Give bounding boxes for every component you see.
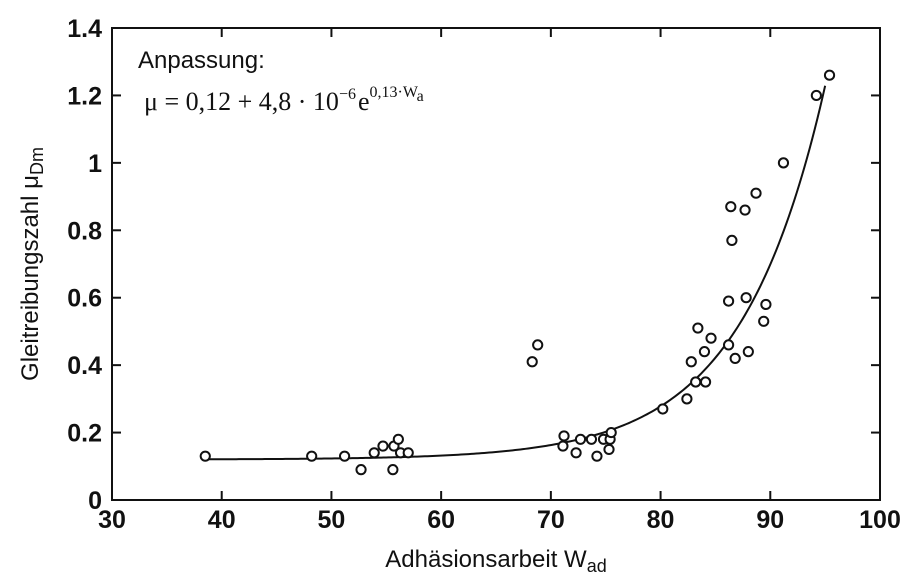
data-point [777,157,790,169]
data-point [699,376,712,388]
data-point [387,464,399,476]
data-point [605,426,617,439]
y-tick-label: 0.4 [67,352,102,380]
data-point [823,69,836,81]
x-axis-title-main: Adhäsionsarbeit W [385,546,587,573]
data-point [742,346,754,358]
data-point [740,292,752,304]
formula-main: μ = 0,12 + 4,8 · 10 [144,87,339,116]
data-point [355,464,367,476]
data-point [758,315,770,327]
data-point [725,201,737,213]
data-point [760,298,772,311]
data-point [722,295,735,307]
y-axis-title-subscript: Dm [27,147,47,175]
x-tick-label: 100 [859,506,901,534]
formula-exponent-1: −6 [339,86,356,103]
data-point [532,339,544,351]
y-tick-label: 0 [88,487,102,515]
y-tick-label: 0.8 [67,217,102,245]
x-tick-label: 70 [537,506,565,534]
data-point [603,443,615,456]
y-tick-label: 1.2 [67,82,102,110]
data-point [698,346,711,358]
data-point [570,447,582,459]
y-tick-label: 0.2 [67,420,102,448]
data-point [526,356,538,368]
data-point [657,403,669,415]
data-point [685,356,697,368]
data-point [338,450,351,462]
x-axis-title-subscript: ad [587,556,607,576]
data-point [557,440,569,452]
data-point [705,332,717,344]
data-point [810,89,822,102]
formula-e: e [358,87,370,116]
data-point [306,450,318,462]
data-point [558,430,570,442]
data-point [199,450,211,462]
fit-annotation-formula: μ = 0,12 + 4,8 · 10−6e0,13·Wa [144,84,424,116]
data-point [681,393,693,405]
y-tick-label: 0.6 [67,285,102,313]
data-point [722,339,735,351]
y-axis-title: Gleitreibungszahl μDm [17,147,47,381]
formula-exponent-2-subscript: a [417,88,424,105]
data-point [690,376,702,388]
data-point [729,352,741,364]
x-tick-label: 40 [208,506,236,534]
data-point [402,447,414,459]
data-point [726,234,738,246]
data-point [739,204,751,216]
x-tick-label: 30 [98,506,126,534]
x-tick-label: 90 [756,506,784,534]
plot-frame [111,27,881,501]
x-tick-label: 80 [647,506,675,534]
data-point [574,433,587,445]
y-axis-title-main: Gleitreibungszahl μ [17,175,44,381]
formula-exponent-2: 0,13·W [370,84,419,101]
data-point [585,433,598,445]
x-tick-label: 50 [318,506,346,534]
y-tick-label: 1 [88,150,102,178]
data-point [591,450,603,462]
data-point [368,447,380,459]
x-axis-title: Adhäsionsarbeit Wad [385,546,606,576]
data-point [750,187,762,199]
x-tick-label: 60 [427,506,455,534]
data-point [692,322,704,334]
fit-curve [205,85,827,461]
data-point [392,433,404,445]
data-point [377,440,389,452]
fit-annotation-title: Anpassung: [138,47,265,74]
y-tick-label: 1.4 [67,15,102,43]
